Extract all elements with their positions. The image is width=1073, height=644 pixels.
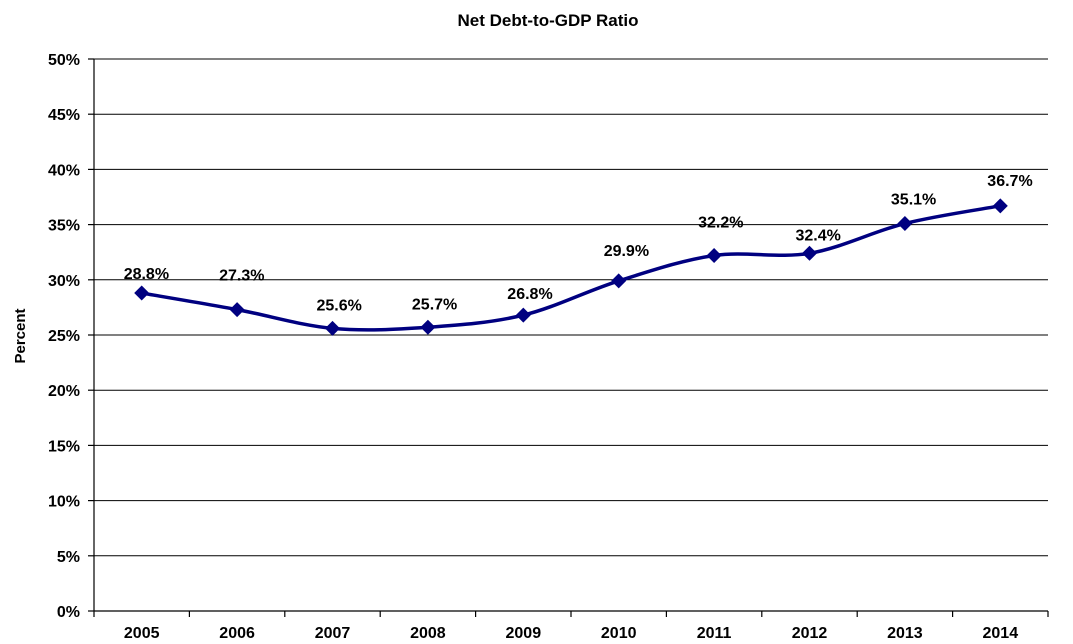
y-tick-label: 10% <box>48 494 80 511</box>
data-label: 25.7% <box>412 296 457 313</box>
y-tick-label: 35% <box>48 218 80 235</box>
data-point-marker <box>325 320 340 336</box>
x-tick-label: 2009 <box>506 625 542 642</box>
data-label: 29.9% <box>604 243 649 260</box>
data-label: 35.1% <box>891 191 936 208</box>
gridlines <box>94 58 1048 557</box>
data-point-marker <box>611 273 627 289</box>
chart-title: Net Debt-to-GDP Ratio <box>457 11 638 30</box>
y-tick-label: 50% <box>48 52 80 69</box>
data-label: 28.8% <box>124 266 169 283</box>
y-tick-label: 45% <box>48 107 80 124</box>
series-line <box>141 204 1001 332</box>
y-tick-labels: 0% 5% 10% 15% 20% 25% 30% 35% 40% 45% 50% <box>48 52 80 621</box>
data-label: 25.6% <box>317 297 362 314</box>
x-tick-labels: 2005 2006 2007 2008 2009 2010 2011 2012 2013 2014 <box>124 625 1018 642</box>
y-tick-label: 40% <box>48 162 80 179</box>
series-group <box>141 204 1001 332</box>
x-tick-label: 2008 <box>410 625 446 642</box>
data-label: 32.2% <box>698 215 743 232</box>
x-tick-label: 2006 <box>219 625 255 642</box>
x-tick-label: 2010 <box>601 625 637 642</box>
data-label: 27.3% <box>219 268 264 285</box>
y-tick-label: 25% <box>48 328 80 345</box>
x-tick-label: 2012 <box>792 625 828 642</box>
x-tick-label: 2013 <box>887 625 923 642</box>
x-tick-label: 2011 <box>697 625 732 642</box>
data-point-marker <box>229 302 245 318</box>
data-labels: 28.8% 27.3% 25.6% 25.7% 26.8% 29.9% 32.2% 32.4%… <box>124 173 1033 315</box>
y-tick-label: 30% <box>48 273 80 290</box>
data-point-marker <box>706 248 722 264</box>
y-tick-label: 15% <box>48 438 80 455</box>
x-tick-label: 2007 <box>315 625 351 642</box>
data-label: 32.4% <box>796 227 841 244</box>
y-axis-label: Percent <box>12 308 29 363</box>
data-point-marker <box>992 198 1008 214</box>
data-point-marker <box>515 307 531 323</box>
data-point-marker <box>897 215 913 231</box>
axes <box>88 58 1049 617</box>
data-markers <box>134 198 1008 336</box>
y-tick-label: 0% <box>57 604 80 621</box>
data-label: 36.7% <box>987 173 1032 190</box>
data-point-marker <box>420 319 436 335</box>
data-point-marker <box>134 285 150 301</box>
x-tick-label: 2014 <box>983 625 1019 642</box>
y-tick-label: 5% <box>57 549 80 566</box>
y-tick-label: 20% <box>48 383 80 400</box>
data-point-marker <box>802 245 817 261</box>
x-tick-label: 2005 <box>124 625 160 642</box>
data-label: 26.8% <box>507 286 552 303</box>
